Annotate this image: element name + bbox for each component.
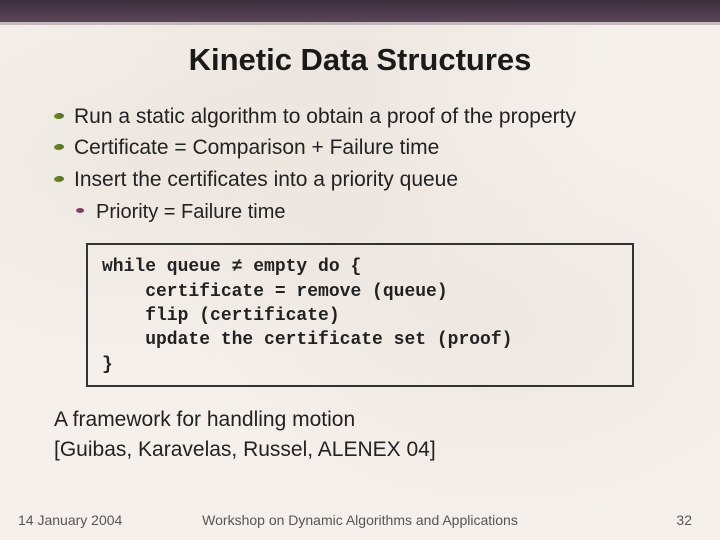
closing-text: A framework for handling motion [Guibas,… bbox=[50, 405, 670, 466]
sub-bullet-list: Priority = Failure time bbox=[50, 197, 670, 227]
closing-line: A framework for handling motion bbox=[54, 405, 670, 435]
bullet-item: Run a static algorithm to obtain a proof… bbox=[50, 102, 670, 132]
footer-date: 14 January 2004 bbox=[18, 512, 122, 528]
closing-line: [Guibas, Karavelas, Russel, ALENEX 04] bbox=[54, 435, 670, 465]
bullet-item: Certificate = Comparison + Failure time bbox=[50, 133, 670, 163]
pseudocode-box: while queue ≠ empty do { certificate = r… bbox=[86, 243, 634, 386]
slide-footer: 14 January 2004 Workshop on Dynamic Algo… bbox=[0, 512, 720, 528]
footer-page-number: 32 bbox=[676, 512, 692, 528]
slide-content: Kinetic Data Structures Run a static alg… bbox=[0, 0, 720, 466]
sub-bullet-item: Priority = Failure time bbox=[50, 197, 670, 227]
footer-venue: Workshop on Dynamic Algorithms and Appli… bbox=[202, 512, 518, 528]
slide-title: Kinetic Data Structures bbox=[50, 42, 670, 78]
bullet-item: Insert the certificates into a priority … bbox=[50, 165, 670, 195]
main-bullet-list: Run a static algorithm to obtain a proof… bbox=[50, 102, 670, 195]
